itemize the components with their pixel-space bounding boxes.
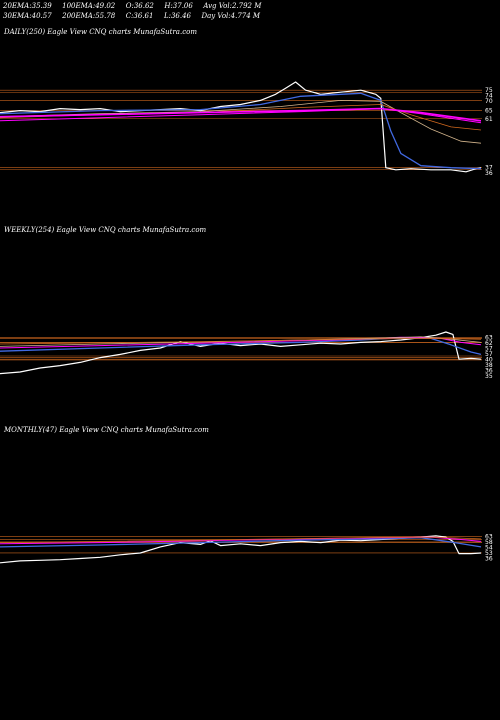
day-vol-value: 4.774 M <box>230 12 261 20</box>
ema20-label: 20EMA: <box>3 2 32 10</box>
y-tick-label: 57 <box>485 351 493 358</box>
y-tick-label: 63 <box>485 335 493 342</box>
y-tick-label: 58 <box>485 539 493 546</box>
y-tick-label: 63 <box>485 534 493 541</box>
ema30-value: 40.57 <box>31 12 52 20</box>
y-tick-label: 38 <box>485 362 493 369</box>
low-label: L: <box>163 12 171 20</box>
y-tick-label: 37 <box>485 165 493 172</box>
open-label: O: <box>125 2 134 10</box>
y-tick-label: 40 <box>485 357 493 364</box>
y-tick-label: 65 <box>485 108 493 115</box>
close-value: 36.61 <box>133 12 154 20</box>
ema30-label: 30EMA: <box>3 12 32 20</box>
ema100-label: 100EMA: <box>62 2 96 10</box>
y-tick-label: 74 <box>485 93 493 100</box>
ema200-value: 55.78 <box>95 12 116 20</box>
ma-series-line <box>0 92 482 170</box>
ema20-value: 35.39 <box>31 2 52 10</box>
y-tick-label: 62 <box>485 340 493 347</box>
y-tick-label: 61 <box>485 116 493 123</box>
weekly-panel-title: WEEKLY(254) Eagle View CNQ charts Munafa… <box>4 226 207 234</box>
high-value: 37.06 <box>172 2 193 10</box>
open-value: 36.62 <box>133 2 154 10</box>
daily-panel-title: DAILY(250) Eagle View CNQ charts MunafaS… <box>4 28 197 36</box>
ma-series-line <box>0 337 482 345</box>
avg-vol-value: 2.792 M <box>231 2 262 10</box>
ma-series-line <box>0 536 482 543</box>
y-tick-label: 36 <box>485 170 493 177</box>
y-tick-label: 70 <box>485 98 493 105</box>
y-tick-label: 35 <box>485 373 493 380</box>
y-tick-label: 54 <box>485 545 493 552</box>
header-row-1: 20EMA:35.39 100EMA:49.02 O:36.62 H:37.06… <box>3 2 261 10</box>
y-tick-label: 75 <box>485 87 493 94</box>
ma-series-line <box>0 537 482 548</box>
day-vol-label: Day Vol: <box>201 12 231 20</box>
price-series-line <box>0 535 482 564</box>
y-tick-label: 36 <box>485 368 493 375</box>
price-series-line <box>0 81 482 173</box>
monthly-panel-title: MONTHLY(47) Eagle View CNQ charts Munafa… <box>4 426 209 434</box>
y-tick-label: 53 <box>485 550 493 557</box>
y-tick-label: 36 <box>485 556 493 563</box>
y-tick-label: 57 <box>485 346 493 353</box>
avg-vol-label: Avg Vol: <box>203 2 232 10</box>
ma-series-line <box>0 100 482 144</box>
ema100-value: 49.02 <box>95 2 116 10</box>
ema200-label: 200EMA: <box>62 12 96 20</box>
header-row-2: 30EMA:40.57 200EMA:55.78 C:36.61 L:36.46… <box>3 12 260 20</box>
close-label: C: <box>125 12 134 20</box>
ma-series-line <box>0 108 482 124</box>
low-value: 36.46 <box>170 12 191 20</box>
price-series-line <box>0 331 482 375</box>
high-label: H: <box>164 2 173 10</box>
